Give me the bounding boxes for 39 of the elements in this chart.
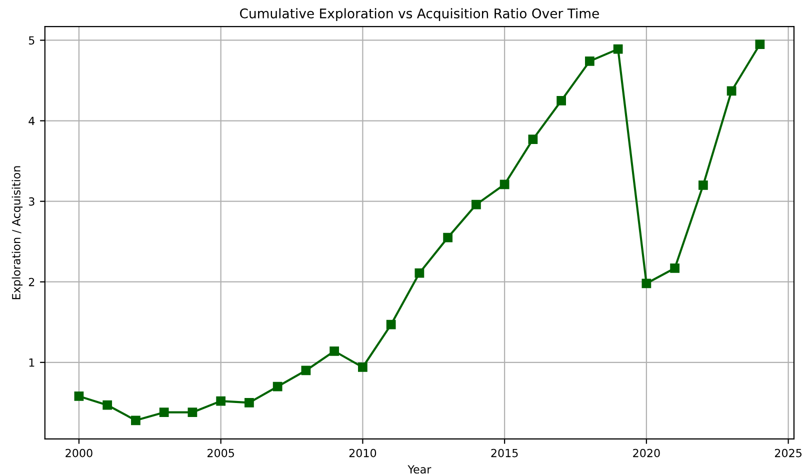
- point: [443, 232, 453, 242]
- y-tick-label: 5: [28, 36, 34, 45]
- point: [726, 86, 736, 96]
- point: [330, 346, 340, 356]
- point: [585, 56, 594, 66]
- point: [131, 416, 140, 426]
- point: [556, 96, 566, 106]
- point: [528, 134, 538, 144]
- point: [755, 40, 765, 49]
- point: [414, 268, 424, 278]
- y-tick-label: 4: [28, 116, 35, 125]
- x-tick-label: 2005: [208, 448, 234, 458]
- x-tick-label: 2000: [66, 448, 92, 458]
- point: [301, 366, 311, 376]
- point: [102, 400, 112, 410]
- point: [358, 362, 368, 372]
- point: [188, 408, 198, 418]
- x-tick-label: 2010: [349, 448, 376, 458]
- x-tick-label: 2025: [774, 448, 802, 458]
- point: [642, 278, 652, 288]
- y-tick-label: 2: [28, 278, 34, 286]
- x-tick-label: 2015: [491, 448, 518, 458]
- point: [670, 263, 680, 273]
- chart-title: Cumulative Exploration vs Acquisition Ratio Over Time: [240, 8, 599, 21]
- point: [74, 392, 84, 401]
- point: [272, 382, 282, 392]
- x-axis-title: Year: [408, 465, 432, 474]
- y-tick-label: 1: [29, 358, 34, 367]
- point: [244, 398, 254, 408]
- point: [698, 180, 708, 190]
- point: [472, 200, 481, 210]
- point: [216, 396, 226, 406]
- point: [386, 320, 396, 330]
- point: [613, 44, 623, 54]
- point: [159, 408, 169, 418]
- y-tick-label: 3: [28, 197, 34, 206]
- x-tick-label: 2020: [633, 448, 660, 458]
- y-axis-title: Exploration / Acquisition: [12, 166, 23, 300]
- point: [500, 180, 510, 190]
